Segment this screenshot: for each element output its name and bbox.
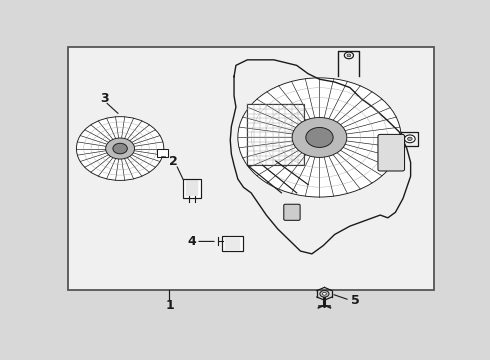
Text: 3: 3 xyxy=(100,92,109,105)
Bar xyxy=(68,46,434,291)
Text: 1: 1 xyxy=(165,299,174,312)
Circle shape xyxy=(306,127,333,148)
Circle shape xyxy=(292,117,347,157)
Circle shape xyxy=(113,143,127,154)
Circle shape xyxy=(405,135,415,143)
Circle shape xyxy=(347,54,351,57)
FancyBboxPatch shape xyxy=(157,149,168,157)
Circle shape xyxy=(76,117,164,180)
Circle shape xyxy=(106,138,135,159)
Text: 4: 4 xyxy=(187,235,196,248)
FancyBboxPatch shape xyxy=(378,134,405,171)
Circle shape xyxy=(322,292,326,295)
Circle shape xyxy=(320,291,329,297)
FancyBboxPatch shape xyxy=(183,179,201,198)
FancyBboxPatch shape xyxy=(284,204,300,220)
Text: 2: 2 xyxy=(169,156,178,168)
Circle shape xyxy=(344,52,353,59)
Circle shape xyxy=(238,78,401,197)
Circle shape xyxy=(408,137,412,140)
Bar xyxy=(247,104,304,165)
Text: 5: 5 xyxy=(351,294,359,307)
FancyBboxPatch shape xyxy=(221,236,243,251)
